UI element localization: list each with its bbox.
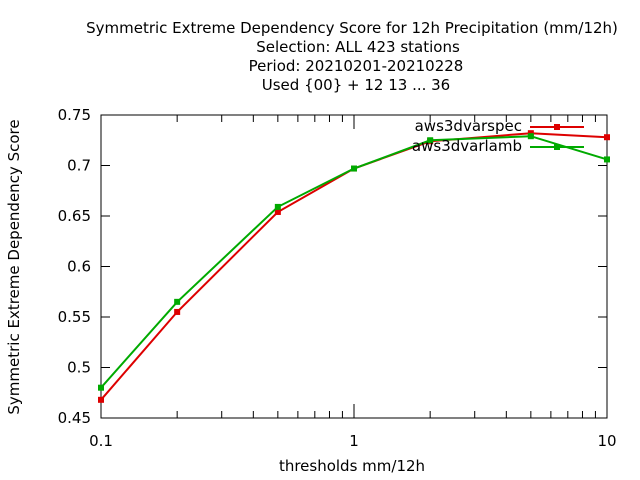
y-axis: 0.45 0.5 0.55 0.6 0.65 0.7 0.75	[58, 106, 607, 427]
data-point-series-1	[174, 308, 181, 315]
x-axis: 0.1 1 10	[89, 115, 617, 450]
legend-label-series-1: aws3dvarspec	[415, 117, 522, 135]
y-tick-label: 0.6	[67, 258, 91, 276]
legend: aws3dvarspec aws3dvarlamb	[412, 117, 584, 155]
title-line-3: Period: 20210201-20210228	[249, 57, 464, 75]
y-tick-label: 0.75	[58, 106, 91, 124]
y-tick-label: 0.55	[58, 308, 91, 326]
data-point-series-2	[98, 384, 104, 391]
data-point-series-2	[174, 298, 181, 305]
data-point-series-2	[274, 203, 281, 210]
x-tick-label: 0.1	[89, 432, 113, 450]
data-point-series-1	[604, 134, 610, 141]
series-layer	[98, 130, 610, 403]
data-point-series-2	[604, 156, 610, 163]
chart-title: Symmetric Extreme Dependency Score for 1…	[86, 19, 618, 94]
x-axis-label: thresholds mm/12h	[279, 457, 425, 475]
data-point-series-2	[351, 165, 357, 172]
x-tick-label: 10	[597, 432, 616, 450]
plot-area-border	[100, 114, 608, 419]
y-tick-label: 0.7	[67, 157, 91, 175]
legend-swatch-series-1	[530, 124, 584, 130]
y-tick-label: 0.65	[58, 207, 91, 225]
data-point-series-1	[527, 130, 534, 137]
title-line-2: Selection: ALL 423 stations	[256, 38, 460, 56]
series-line-1	[100, 132, 608, 401]
data-point-series-1	[274, 208, 281, 215]
x-tick-label: 1	[349, 432, 359, 450]
y-axis-label: Symmetric Extreme Dependency Score	[5, 119, 23, 414]
data-point-series-2	[427, 137, 434, 144]
y-tick-label: 0.5	[67, 359, 91, 377]
y-tick-label: 0.45	[58, 409, 91, 427]
data-point-series-1	[98, 396, 104, 403]
title-line-1: Symmetric Extreme Dependency Score for 1…	[86, 19, 618, 37]
legend-label-series-2: aws3dvarlamb	[412, 137, 522, 155]
title-line-4: Used {00} + 12 13 ... 36	[262, 76, 450, 94]
legend-swatch-series-2	[530, 144, 584, 150]
series-line-2	[100, 135, 608, 389]
data-point-series-2	[527, 133, 534, 140]
